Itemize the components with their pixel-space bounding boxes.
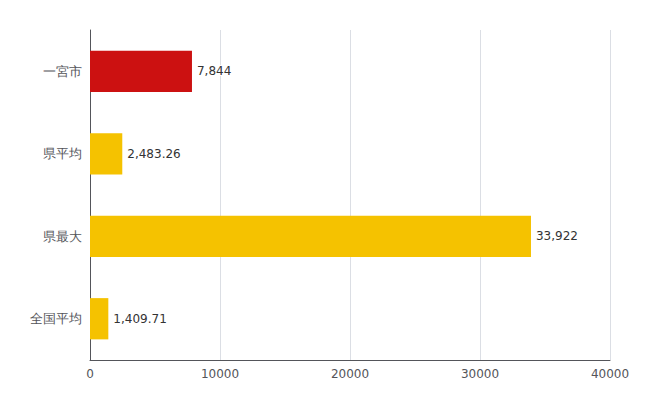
svg-text:県平均: 県平均 (43, 146, 82, 161)
svg-text:一宮市: 一宮市 (43, 64, 82, 79)
svg-text:7,844: 7,844 (197, 64, 231, 78)
svg-text:30000: 30000 (461, 367, 499, 381)
svg-text:県最大: 県最大 (43, 229, 82, 244)
svg-text:0: 0 (86, 367, 94, 381)
svg-text:33,922: 33,922 (536, 229, 578, 243)
svg-text:40000: 40000 (591, 367, 629, 381)
svg-text:20000: 20000 (331, 367, 369, 381)
svg-text:10000: 10000 (201, 367, 239, 381)
svg-text:2,483.26: 2,483.26 (127, 147, 180, 161)
svg-text:全国平均: 全国平均 (30, 311, 82, 326)
svg-text:1,409.71: 1,409.71 (113, 312, 166, 326)
